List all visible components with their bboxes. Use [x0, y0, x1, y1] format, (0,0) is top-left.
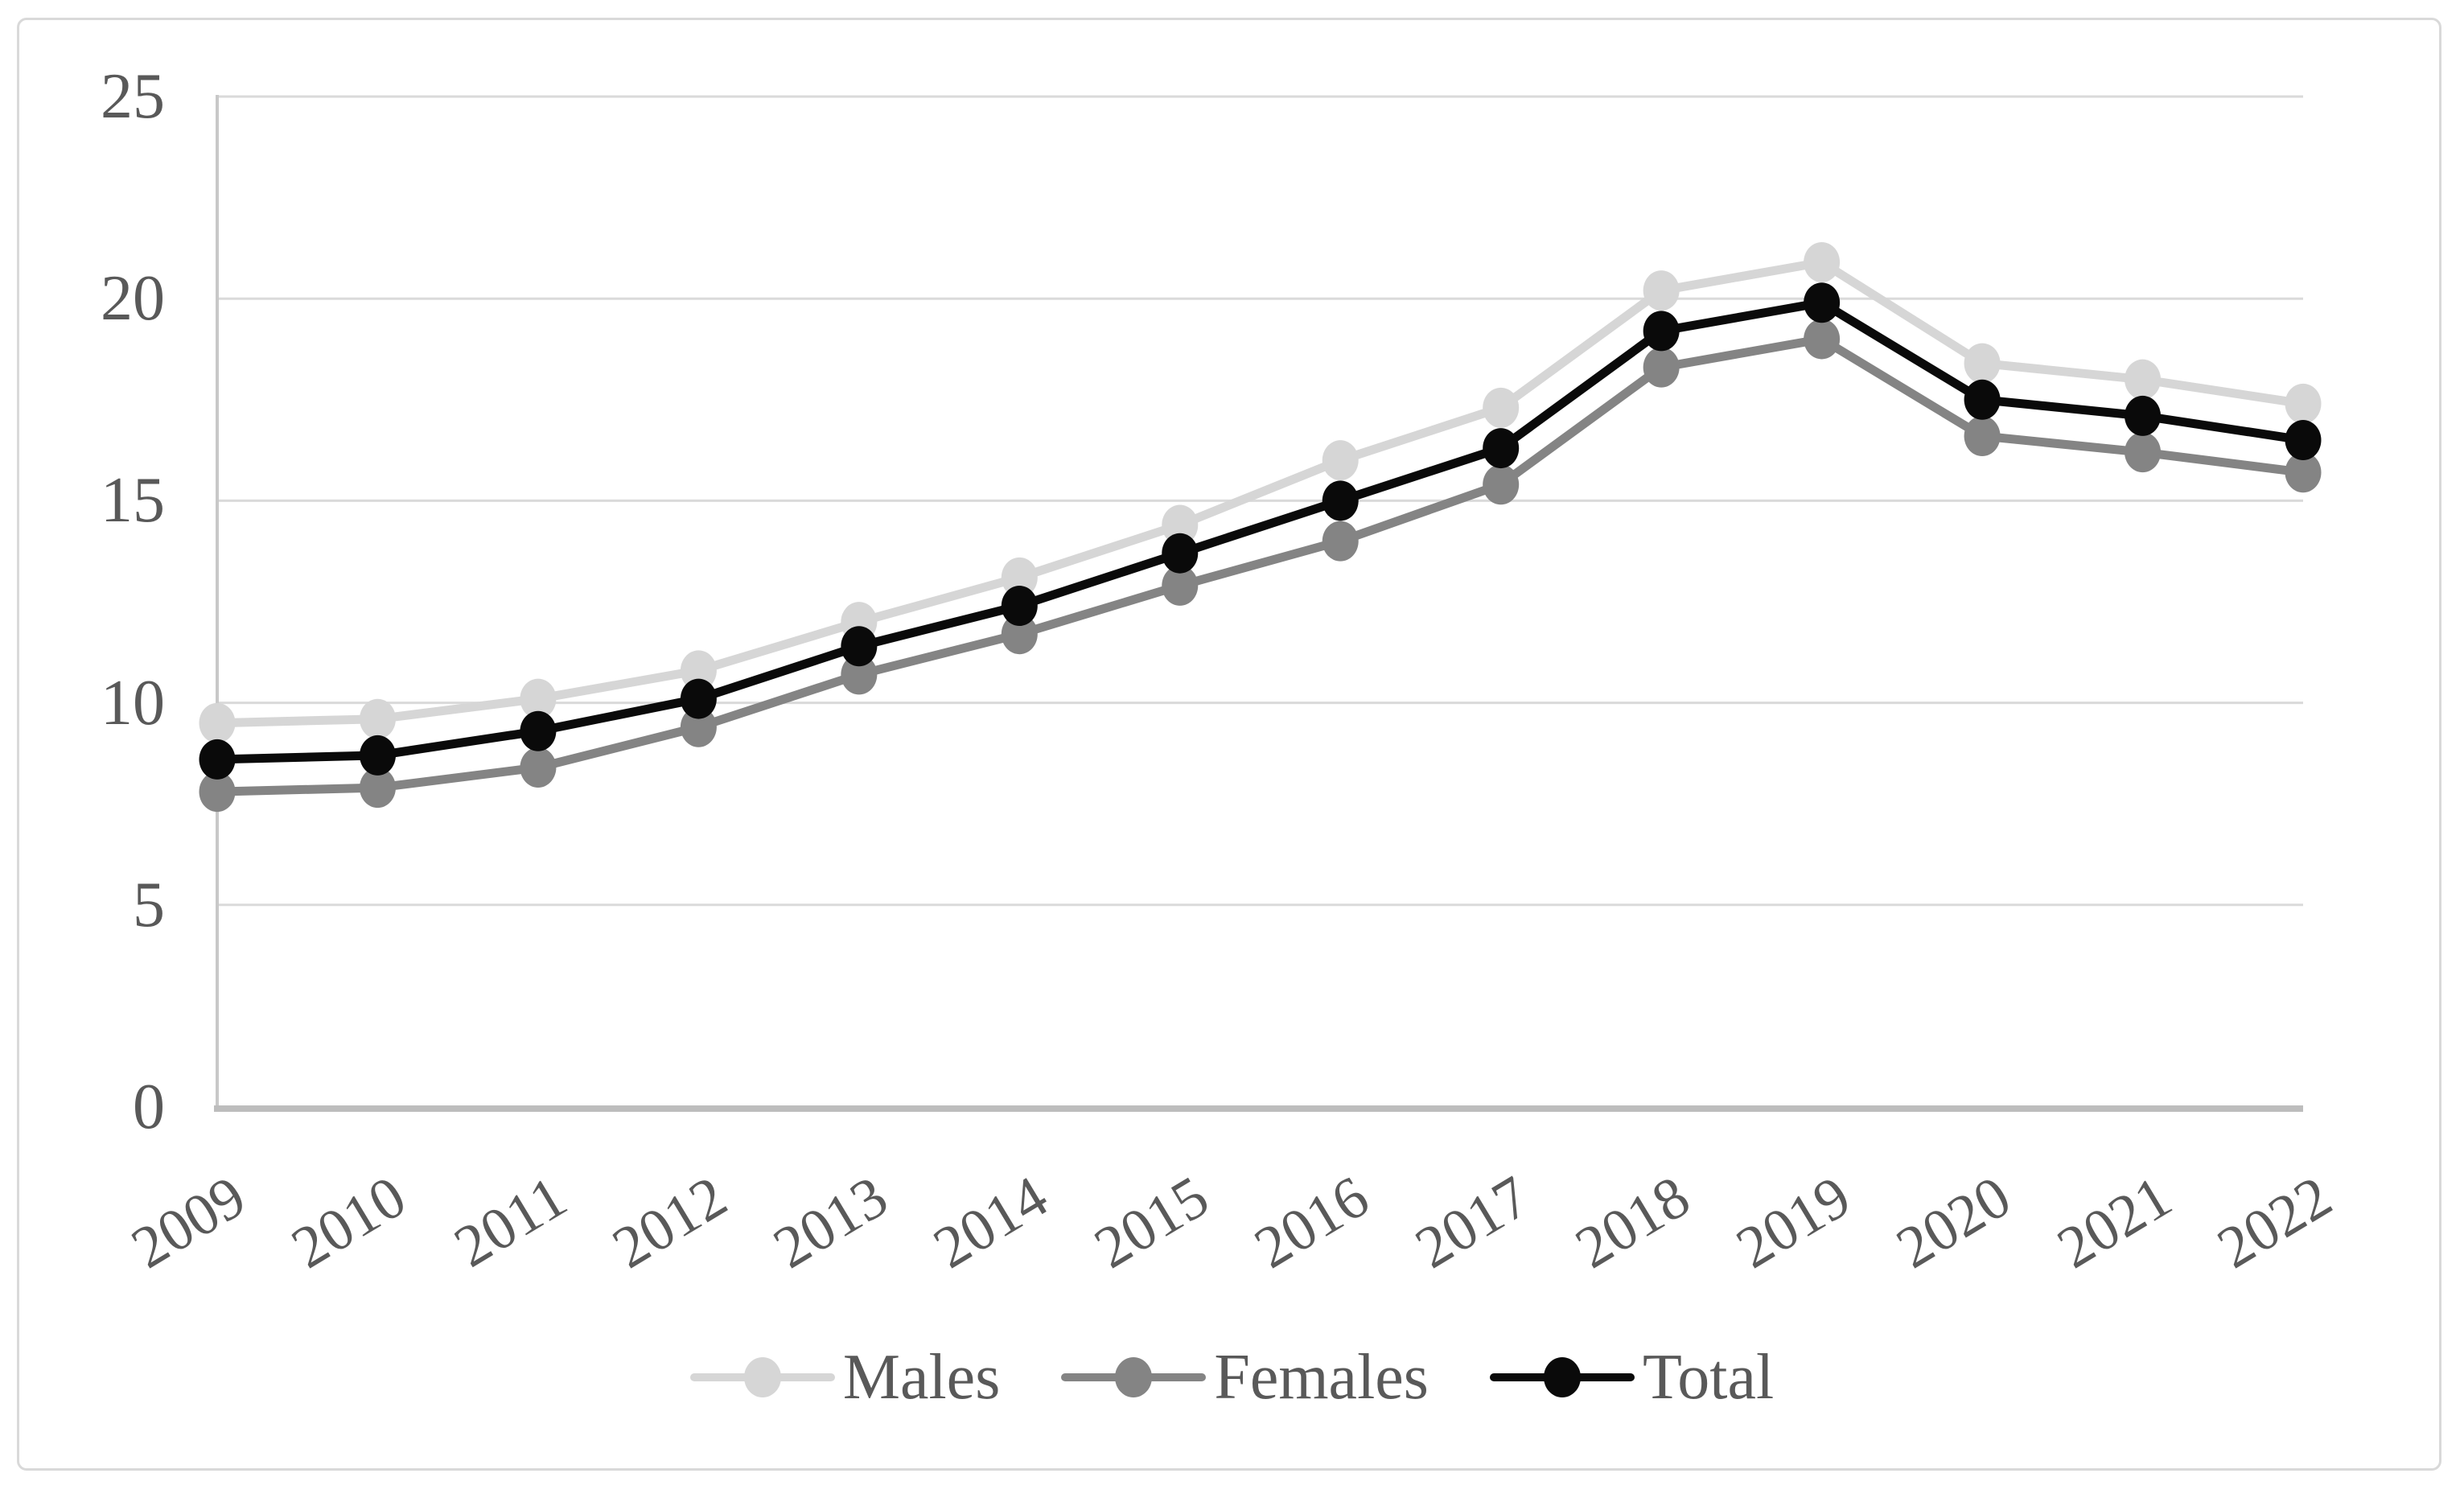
- y-axis-label-5: 5: [133, 869, 165, 940]
- series-total-line: [212, 298, 2308, 764]
- legend-label-males: Males: [842, 1342, 1001, 1413]
- series-males-marker-2022: [2285, 383, 2322, 424]
- legend-dot-icon: [743, 1357, 781, 1397]
- series-males-marker-2009: [199, 702, 236, 743]
- series-total-marker-2015: [1162, 533, 1199, 574]
- legend-dot-icon: [1543, 1357, 1581, 1397]
- series-males-marker-2011: [520, 678, 557, 719]
- series-total-marker-2020: [1964, 379, 2001, 420]
- legend-label-total: Total: [1642, 1342, 1775, 1413]
- series-males-marker-2015: [1162, 504, 1199, 545]
- series-males-marker-2019: [1804, 241, 1841, 282]
- legend-marker-females: [1061, 1356, 1207, 1398]
- legend-item-total: Total: [1489, 1337, 1775, 1418]
- y-axis-label-10: 10: [101, 667, 165, 739]
- series-males-line: [212, 257, 2308, 728]
- series-females-marker-2012: [680, 706, 717, 747]
- series-males-marker-2016: [1322, 440, 1359, 481]
- series-females-marker-2017: [1483, 464, 1520, 505]
- series-total-marker-2022: [2285, 420, 2322, 461]
- series-total-marker-2010: [359, 735, 396, 776]
- chart-legend: Males Females Total: [0, 1337, 2464, 1418]
- series-females-marker-2022: [2285, 452, 2322, 493]
- series-males-marker-2018: [1643, 270, 1680, 311]
- y-axis-label-25: 25: [101, 61, 165, 132]
- legend-marker-total: [1489, 1356, 1635, 1398]
- y-axis-label-0: 0: [133, 1072, 165, 1142]
- series-total-marker-2013: [841, 626, 878, 667]
- series-females-marker-2014: [1001, 614, 1038, 655]
- legend-marker-males: [689, 1356, 835, 1398]
- series-total-marker-2016: [1322, 480, 1359, 521]
- series-females-marker-2018: [1643, 347, 1680, 388]
- series-males-marker-2014: [1001, 557, 1038, 598]
- legend-item-females: Females: [1061, 1337, 1429, 1418]
- series-females-marker-2020: [1964, 416, 2001, 457]
- series-females-marker-2010: [359, 768, 396, 809]
- series-total-marker-2011: [520, 710, 557, 751]
- legend-dot-icon: [1115, 1357, 1153, 1397]
- y-axis-label-15: 15: [101, 465, 165, 537]
- chart-border-frame: [17, 18, 2441, 1471]
- series-total-marker-2009: [199, 739, 236, 780]
- series-total-marker-2017: [1483, 428, 1520, 469]
- series-females-marker-2011: [520, 747, 557, 788]
- series-total-marker-2014: [1001, 586, 1038, 627]
- series-females-marker-2013: [841, 654, 878, 695]
- legend-item-males: Males: [689, 1337, 1001, 1418]
- series-total-marker-2012: [680, 678, 717, 719]
- legend-label-females: Females: [1214, 1342, 1429, 1413]
- series-females-marker-2009: [199, 772, 236, 813]
- series-females-line: [212, 334, 2308, 796]
- series-males-marker-2021: [2125, 359, 2162, 400]
- series-total-marker-2018: [1643, 311, 1680, 352]
- series-females-marker-2016: [1322, 521, 1359, 562]
- series-females-marker-2015: [1162, 565, 1199, 606]
- series-males-marker-2012: [680, 650, 717, 691]
- series-total-marker-2021: [2125, 395, 2162, 436]
- series-total-marker-2019: [1804, 282, 1841, 323]
- series-males-marker-2020: [1964, 343, 2001, 384]
- y-axis-label-20: 20: [101, 263, 165, 335]
- series-males-marker-2010: [359, 698, 396, 739]
- series-females-marker-2019: [1804, 319, 1841, 360]
- series-males-marker-2017: [1483, 387, 1520, 428]
- series-females-marker-2021: [2125, 432, 2162, 473]
